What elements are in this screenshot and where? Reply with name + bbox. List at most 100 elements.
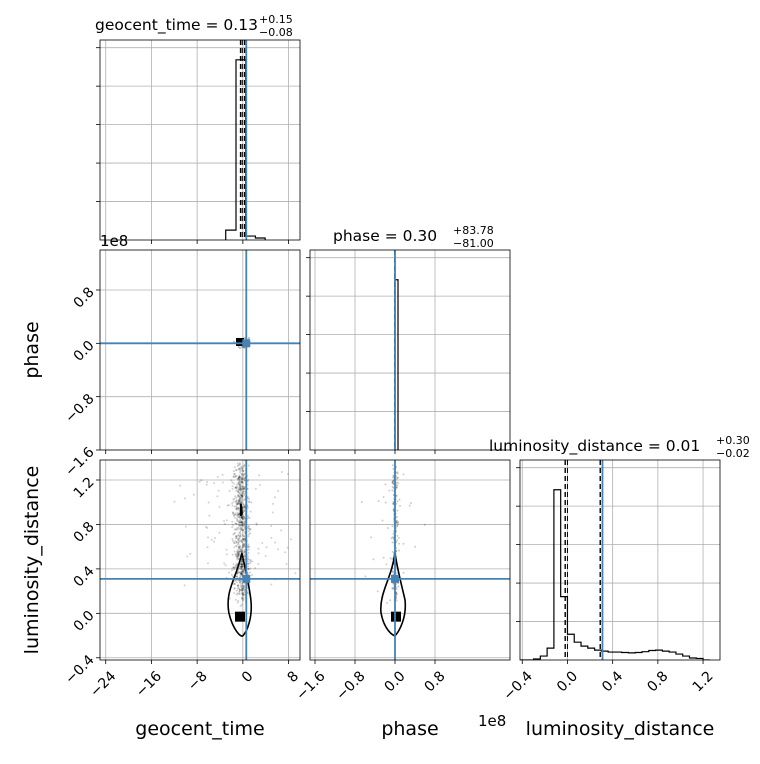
frame-ld-vs-geocent: [99, 459, 301, 661]
scatter-point: [280, 529, 283, 532]
scatter-point: [240, 539, 243, 542]
scatter-point: [237, 553, 240, 556]
scatter-point: [240, 481, 243, 484]
scatter-point: [238, 500, 241, 503]
scatter-point: [238, 571, 241, 574]
scatter-point: [242, 514, 245, 517]
scatter-point: [242, 516, 245, 519]
frame-hist-geocent: [99, 39, 301, 241]
scatter-point: [240, 566, 243, 569]
scatter-point: [243, 477, 246, 480]
scatter-point: [186, 555, 189, 558]
scatter-point: [396, 525, 399, 528]
scatter-point: [247, 546, 250, 549]
scatter-point: [236, 465, 239, 468]
scatter-point: [179, 484, 182, 487]
scatter-point: [232, 476, 235, 479]
panel-hist-ld: [520, 460, 720, 660]
scatter-point: [240, 480, 243, 483]
scatter-point: [235, 522, 238, 525]
scatter-point: [239, 517, 242, 520]
scatter-point: [395, 519, 398, 522]
title-geocent-time-minus: −0.08: [259, 26, 293, 39]
scatter-point: [241, 481, 244, 484]
scatter-point: [243, 535, 246, 538]
scatter-point: [240, 572, 243, 575]
scatter-point: [235, 589, 238, 592]
scatter-point: [235, 537, 238, 540]
scatter-point: [236, 528, 239, 531]
scatter-point: [242, 592, 245, 595]
scatter-point: [243, 593, 246, 596]
scatter-point: [231, 485, 234, 488]
scatter-point: [207, 536, 210, 539]
scatter-point: [240, 521, 243, 524]
scatter-point: [396, 509, 399, 512]
scatter-point: [243, 510, 246, 513]
scatter-point: [243, 550, 246, 553]
scatter-point: [238, 478, 241, 481]
scatter-point: [223, 523, 226, 526]
scatter-point: [243, 492, 246, 495]
panel-hist-geocent: [100, 40, 300, 240]
scatter-point: [247, 530, 250, 533]
scatter-point: [241, 524, 244, 527]
scatter-point: [236, 572, 239, 575]
scatter-point: [239, 485, 242, 488]
scatter-point: [391, 570, 394, 573]
scatter-point: [395, 477, 398, 480]
scatter-point: [243, 487, 246, 490]
scatter-point: [235, 499, 238, 502]
scatter-point: [248, 571, 251, 574]
scatter-point: [240, 496, 243, 499]
scatter-point: [235, 475, 238, 478]
scatter-point: [240, 473, 243, 476]
scatter-point: [360, 500, 363, 503]
scatter-point: [392, 482, 395, 485]
scatter-point: [237, 539, 240, 542]
scatter-point: [237, 488, 240, 491]
scatter-point: [236, 503, 239, 506]
scatter-point: [232, 475, 235, 478]
scatter-point: [238, 475, 241, 478]
scatter-point: [235, 581, 238, 584]
scatter-point: [232, 513, 235, 516]
scatter-point: [237, 584, 240, 587]
scatter-point: [235, 553, 238, 556]
scatter-point: [396, 484, 399, 487]
scatter-point: [391, 541, 394, 544]
scatter-point: [238, 551, 241, 554]
scatter-point: [243, 550, 246, 553]
scatter-point: [241, 544, 244, 547]
scatter-point: [184, 497, 187, 500]
scatter-point: [239, 576, 242, 579]
scatter-point: [243, 476, 246, 479]
exponent-label-phase-x: 1e8: [478, 712, 506, 730]
scatter-point: [399, 504, 402, 507]
scatter-point: [237, 554, 240, 557]
scatter-point: [247, 525, 250, 528]
scatter-point: [249, 532, 252, 535]
scatter-point: [236, 513, 239, 516]
scatter-point: [232, 500, 235, 503]
scatter-point: [235, 557, 238, 560]
scatter-point: [272, 502, 275, 505]
scatter-point: [233, 546, 236, 549]
scatter-point: [238, 499, 241, 502]
scatter-point: [242, 490, 245, 493]
scatter-point: [236, 495, 239, 498]
scatter-point: [241, 587, 244, 590]
scatter-point: [208, 514, 211, 517]
scatter-point: [391, 485, 394, 488]
scatter-point: [232, 511, 235, 514]
scatter-point: [396, 534, 399, 537]
scatter-point: [397, 549, 400, 552]
scatter-point: [232, 563, 235, 566]
scatter-point: [240, 478, 243, 481]
scatter-point: [230, 479, 233, 482]
scatter-point: [241, 591, 244, 594]
scatter-point: [239, 545, 242, 548]
scatter-point: [221, 473, 224, 476]
scatter-point: [224, 564, 227, 567]
